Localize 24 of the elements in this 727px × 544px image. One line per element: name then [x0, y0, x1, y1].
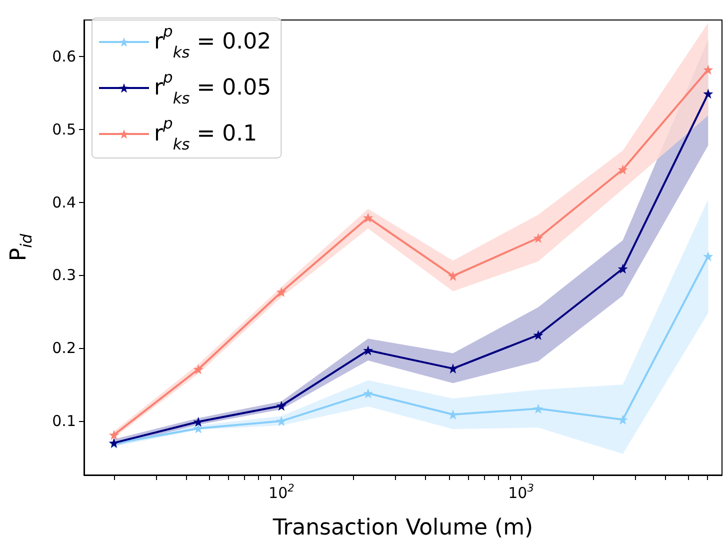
point: [533, 233, 544, 244]
point: [363, 388, 374, 398]
point: [363, 212, 374, 223]
y-axis-title: Pid: [6, 234, 36, 262]
point: [703, 64, 714, 75]
point: [193, 423, 204, 434]
y-tick-label: 0.2: [52, 339, 76, 358]
point: [448, 270, 458, 281]
point: [533, 404, 544, 414]
point: [618, 414, 628, 425]
point: [193, 364, 204, 374]
point: [363, 345, 374, 356]
y-tick-label: 0.3: [52, 266, 76, 284]
point: [703, 251, 714, 262]
point: [703, 88, 714, 99]
point: [533, 330, 544, 340]
y-tick-label: 0.6: [52, 47, 76, 66]
point: [108, 430, 119, 440]
point: [618, 264, 628, 274]
y-tick-label: 0.5: [52, 120, 76, 138]
y-tick-label: 0.1: [52, 412, 76, 430]
y-tick-label: 0.4: [52, 193, 76, 212]
x-axis-title: Transaction Volume (m): [272, 516, 534, 540]
point: [618, 164, 628, 174]
